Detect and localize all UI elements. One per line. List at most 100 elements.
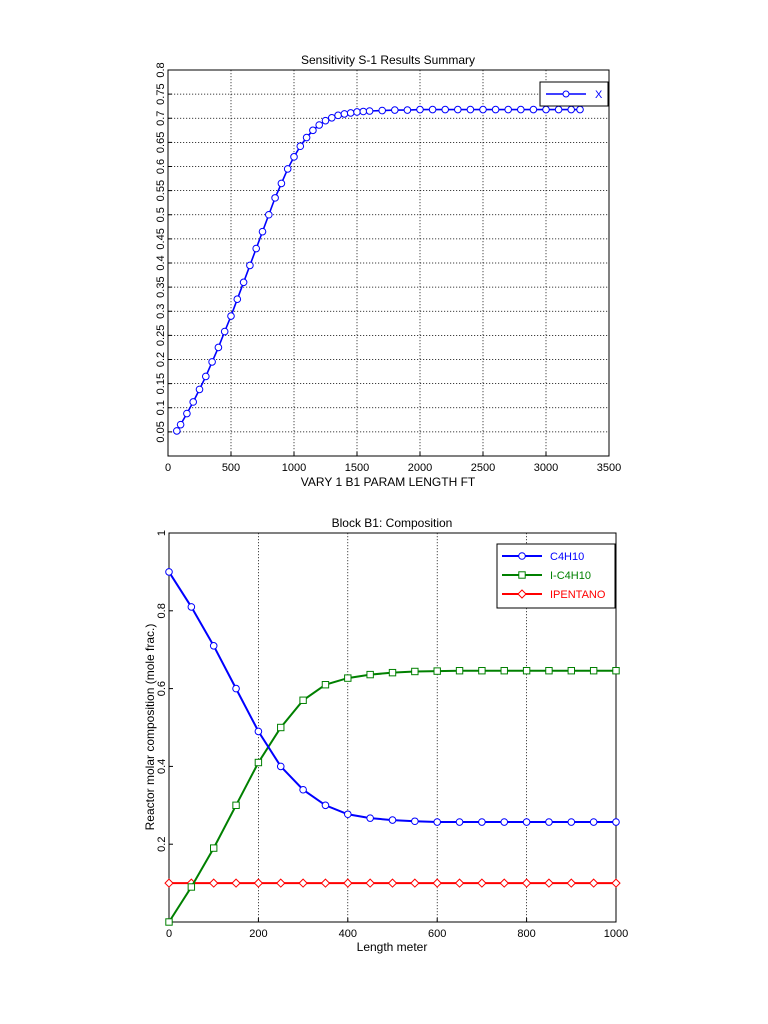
chart1-data-point	[391, 106, 399, 114]
chart2-data-point-c4h10	[411, 817, 419, 826]
sensitivity-chart: Sensitivity S-1 Results Summary 0 500 1000…	[155, 53, 621, 489]
chart1-data-point	[441, 105, 450, 114]
chart2-legend-marker-i-c4h10	[518, 571, 526, 579]
chart1-data-point	[517, 105, 525, 114]
chart2-data-point-c4h10	[522, 818, 531, 826]
chart1-y-tick-label: 0.2	[155, 352, 167, 367]
chart2-data-point-c4h10	[433, 818, 442, 826]
chart2-data-point-i-c4h10	[478, 667, 486, 675]
chart1-data-point	[214, 343, 223, 352]
chart1-legend: X	[539, 81, 609, 107]
chart2-data-point-c4h10	[388, 816, 397, 824]
chart1-x-axis-label: VARY 1 B1 PARAM LENGTH FT	[301, 475, 476, 489]
chart2-data-point-i-c4h10	[254, 758, 263, 767]
chart1-y-tick-label: 0.4	[155, 255, 167, 270]
chart1-data-point	[365, 107, 374, 115]
chart1-x-tick-label: 1000	[282, 462, 306, 474]
chart1-y-tick-label: 0.75	[155, 83, 167, 104]
chart2-data-point-c4h10	[366, 814, 374, 822]
chart1-data-point	[321, 116, 330, 125]
chart1-x-tick-label: 0	[165, 462, 171, 474]
chart1-data-point	[195, 385, 204, 394]
chart2-data-point-c4h10	[545, 818, 553, 826]
chart1-data-point	[334, 111, 342, 120]
chart1-data-point	[296, 142, 305, 151]
chart1-grid	[167, 69, 610, 456]
chart1-y-ticks: 0.05 0.1 0.15 0.2 0.25 0.3 0.35 0.4 0.45 0.5 0.55 0…	[155, 62, 172, 443]
chart2-data-point-c4h10	[500, 818, 509, 826]
chart2-data-point-ipentano	[454, 878, 465, 888]
chart1-series-line-x	[176, 108, 581, 432]
chart1-data-point	[428, 105, 437, 114]
chart1-data-point	[576, 105, 584, 114]
chart1-x-tick-label: 500	[222, 462, 240, 474]
chart1-data-point	[554, 105, 563, 114]
chart1-y-tick-label: 0.65	[155, 132, 167, 153]
chart1-y-tick-label: 0.1	[155, 400, 167, 415]
chart1-data-point	[302, 133, 311, 142]
chart1-y-tick-label: 0.6	[155, 159, 167, 174]
chart2-data-point-ipentano	[365, 878, 375, 888]
chart1-series	[173, 105, 584, 435]
chart1-data-point	[340, 110, 349, 118]
chart1-data-point	[277, 179, 286, 188]
chart1-data-point	[542, 105, 550, 114]
chart2-data-point-c4h10	[165, 568, 173, 576]
chart2-x-tick-label: 1000	[604, 928, 628, 940]
chart2-data-point-i-c4h10	[411, 667, 419, 676]
chart1-x-tick-label: 3000	[534, 462, 558, 474]
chart2-plot-frame	[168, 532, 617, 923]
chart2-data-point-i-c4h10	[165, 918, 173, 926]
chart2-data-point-c4h10	[187, 603, 196, 611]
chart2-data-point-ipentano	[298, 878, 308, 888]
chart1-data-point	[353, 108, 361, 116]
chart1-x-tick-label: 1500	[345, 462, 369, 474]
chart2-series	[164, 568, 621, 926]
chart2-data-point-i-c4h10	[589, 667, 598, 675]
chart2-data-point-ipentano	[566, 878, 577, 888]
chart2-data-point-c4h10	[612, 818, 620, 826]
chart1-data-point	[504, 105, 513, 114]
chart1-data-point	[176, 420, 185, 429]
chart1-data-point	[416, 105, 424, 114]
chart2-data-point-i-c4h10	[545, 667, 553, 675]
chart1-data-point	[454, 105, 462, 114]
chart2-data-point-ipentano	[611, 878, 621, 888]
chart2-data-point-i-c4h10	[344, 674, 352, 682]
chart2-y-tick-label: 0.6	[156, 681, 168, 696]
chart2-data-point-i-c4h10	[567, 667, 575, 675]
chart1-x-ticks: 0 500 1000 1500 2000 2500 3000 3500	[165, 452, 621, 474]
chart1-y-tick-label: 0.25	[155, 325, 167, 346]
chart1-y-tick-label: 0.35	[155, 276, 167, 297]
chart2-x-tick-label: 400	[339, 928, 357, 940]
chart1-title: Sensitivity S-1 Results Summary	[301, 53, 475, 67]
chart2-x-ticks: 0 200 400 600 800 1000	[166, 918, 628, 940]
chart2-legend-marker-ipentano	[517, 589, 527, 599]
chart1-data-point	[246, 261, 254, 270]
chart2-data-point-c4h10	[276, 762, 285, 771]
chart2-y-axis-label: Reactor molar composition (mole frac.)	[143, 624, 157, 831]
chart2-x-axis-label: Length meter	[357, 940, 428, 954]
chart1-y-tick-label: 0.55	[155, 180, 167, 201]
chart2-legend-label-c4h10: C4H10	[550, 551, 584, 563]
chart2-data-point-ipentano	[320, 878, 331, 888]
chart1-data-point	[403, 106, 412, 114]
chart2-data-point-ipentano	[588, 878, 599, 888]
chart2-data-point-i-c4h10	[522, 667, 531, 675]
composition-chart: Block B1: Composition 0 200 400 600 800 1000 …	[143, 516, 628, 954]
chart2-y-tick-label: 0.4	[156, 759, 168, 774]
chart2-data-point-c4h10	[232, 684, 240, 693]
chart1-y-tick-label: 0.15	[155, 373, 167, 394]
chart1-data-point	[283, 165, 292, 173]
chart1-legend-label: X	[595, 89, 603, 101]
chart1-data-point	[290, 153, 298, 161]
chart1-y-tick-label: 0.45	[155, 228, 167, 249]
chart2-data-point-i-c4h10	[299, 696, 307, 704]
chart1-data-point	[208, 358, 216, 366]
chart2-data-point-ipentano	[521, 878, 532, 888]
chart2-legend-label-ipentano: IPENTANO	[550, 589, 606, 601]
chart2-data-point-ipentano	[164, 878, 174, 888]
chart2-x-tick-label: 800	[517, 928, 535, 940]
chart1-y-tick-label: 0.8	[155, 62, 167, 77]
chart2-data-point-c4h10	[254, 727, 263, 736]
